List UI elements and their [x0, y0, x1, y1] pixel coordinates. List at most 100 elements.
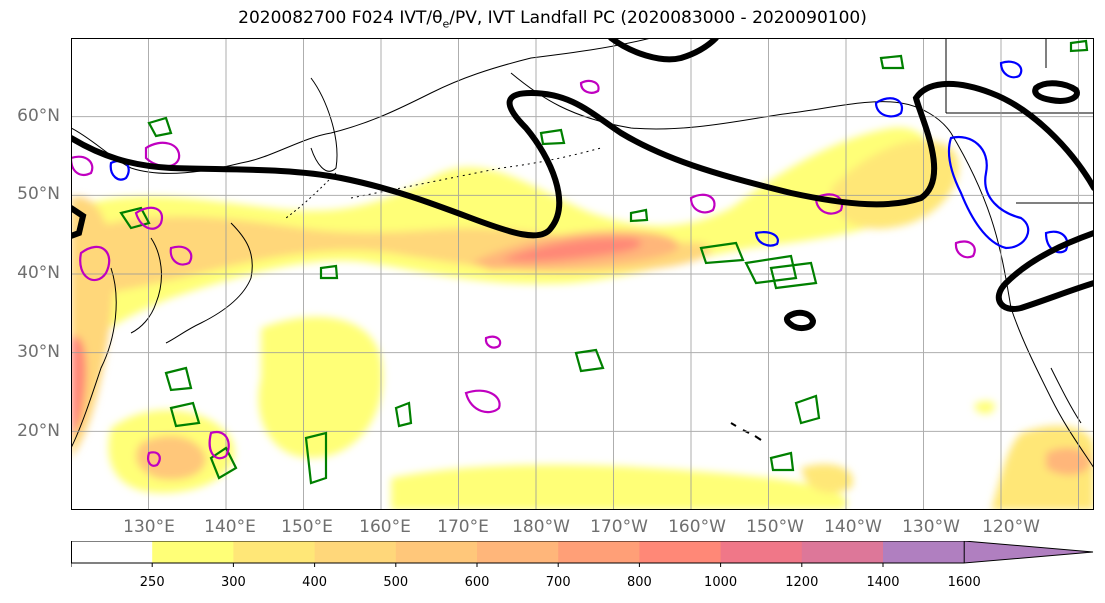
ivt-shading [71, 127, 1094, 510]
green-contour [169, 401, 201, 428]
coast-na-borders [945, 38, 1094, 204]
green-contour [769, 451, 795, 472]
lat-label-60: 60°N [17, 106, 60, 126]
green-contour [539, 128, 566, 146]
colorbar-frame [71, 541, 965, 564]
lon-label-120w: 120°W [982, 517, 1040, 537]
blue-contour [999, 60, 1023, 79]
green-contour [574, 348, 605, 373]
lon-label-140w: 140°W [824, 517, 882, 537]
landfall-pc-contours [71, 38, 1094, 332]
coast-korea [130, 237, 162, 334]
pc-contour-ne-ring [1032, 80, 1080, 104]
green-contour [209, 446, 238, 480]
colorbar-segment [71, 541, 153, 563]
title-suffix: /PV, IVT Landfall PC (2020083000 - 20200… [449, 8, 867, 28]
colorbar-tick-label: 500 [383, 575, 409, 590]
coast-kamchatka [310, 77, 338, 172]
pv-contours-blue [109, 60, 1069, 254]
colorbar-segment [720, 541, 803, 563]
colorbar-tick-label: 1200 [785, 575, 819, 590]
lon-label-150e: 150°E [281, 517, 333, 537]
blue-contour [874, 97, 904, 118]
pc-contour-east [995, 230, 1094, 312]
title-prefix: 2020082700 F024 IVT/ [238, 8, 433, 28]
lon-label-150w: 150°W [746, 517, 804, 537]
colorbar-segment [639, 541, 722, 563]
colorbar-tick-label: 800 [626, 575, 652, 590]
green-contour [794, 394, 821, 425]
lon-label-140e: 140°E [204, 517, 256, 537]
title-subscript: e [442, 17, 450, 31]
magenta-contour [484, 335, 502, 349]
colorbar-tick-label: 1400 [866, 575, 900, 590]
magenta-contour [464, 389, 501, 414]
colorbar-tick-label: 300 [220, 575, 246, 590]
green-contour [319, 264, 339, 280]
figure-title: 2020082700 F024 IVT/θe/PV, IVT Landfall … [0, 8, 1105, 30]
colorbar-segment [152, 541, 234, 563]
colorbar-segment [395, 541, 478, 563]
blue-contour [947, 135, 1030, 250]
green-contour [1069, 39, 1089, 53]
colorbar-tick-label: 600 [464, 575, 490, 590]
blue-contour [1044, 230, 1069, 254]
colorbar-segment [883, 541, 965, 563]
colorbar-segment [801, 541, 884, 563]
pc-contour-main [71, 80, 1094, 239]
colorbar-tick-label: 1600 [947, 575, 981, 590]
ivt-se-blob [991, 425, 1094, 510]
ivt-plume-400 [91, 216, 711, 293]
lat-label-20: 20°N [17, 421, 60, 441]
title-theta: θ [432, 8, 443, 28]
colorbar-extend-arrow [963, 541, 1094, 564]
green-contour [304, 431, 328, 485]
lon-label-130w: 130°W [902, 517, 960, 537]
green-contour [119, 206, 151, 230]
colorbar-tick-label: 250 [139, 575, 165, 590]
magenta-contour [134, 206, 164, 230]
green-contour [879, 54, 905, 70]
magenta-contour [147, 451, 161, 467]
magenta-contour [79, 245, 111, 282]
magenta-contour [579, 79, 600, 94]
lat-label-40: 40°N [17, 263, 60, 283]
blue-contour [754, 231, 779, 247]
green-contour [699, 241, 745, 265]
green-contour [147, 116, 173, 138]
ivt-small-1 [801, 464, 853, 493]
lon-label-160e: 160°E [359, 517, 411, 537]
lon-label-130e: 130°E [123, 517, 175, 537]
green-contour [744, 254, 798, 285]
ivt-wp-blob-1 [258, 316, 383, 458]
ivt-se-core [1046, 447, 1091, 475]
pv-contours-magenta [71, 79, 976, 467]
lon-label-170e: 170°E [437, 517, 489, 537]
map-panel [71, 38, 1094, 510]
green-contour [164, 366, 193, 392]
green-contour [394, 401, 413, 428]
coast-japan [165, 222, 253, 344]
magenta-contour [169, 245, 193, 266]
map-frame [71, 38, 1094, 510]
magenta-contour [814, 193, 844, 215]
coast-china [71, 267, 117, 449]
magenta-contour [71, 155, 94, 176]
theta-e-contours [119, 39, 1089, 485]
magenta-contour [208, 430, 230, 460]
ivt-tropics [391, 464, 848, 510]
colorbar-segment [314, 541, 397, 563]
coast-asia [71, 38, 652, 174]
ivt-west-coast-core [71, 336, 87, 438]
lat-label-50: 50°N [17, 184, 60, 204]
colorbar-tick-label: 400 [302, 575, 328, 590]
colorbar-segment [558, 541, 640, 563]
pc-contour-north [608, 38, 719, 63]
pc-contour-west [71, 205, 87, 239]
lon-label-180w: 180°W [512, 517, 570, 537]
magenta-contour [144, 141, 181, 168]
pc-contour-small [783, 309, 817, 332]
green-contour [769, 261, 818, 290]
coast-alaska [510, 72, 952, 134]
lat-label-30: 30°N [17, 342, 60, 362]
